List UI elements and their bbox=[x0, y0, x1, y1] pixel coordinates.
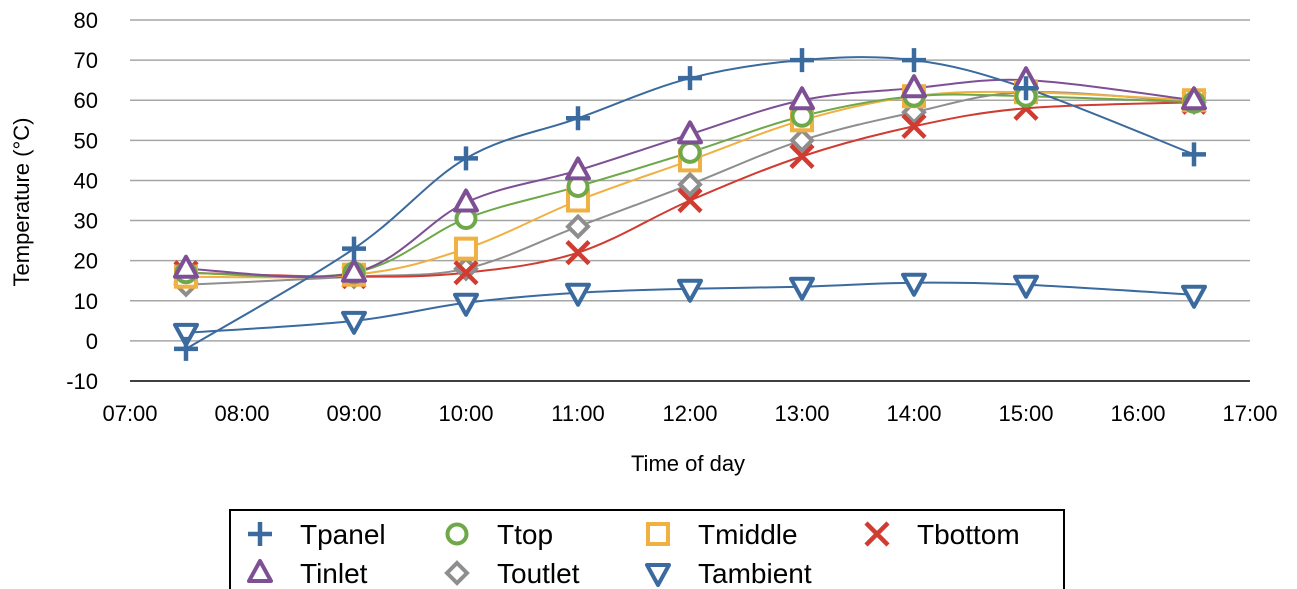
series-markers-tpanel bbox=[174, 48, 1206, 361]
x-tick-label: 17:00 bbox=[1222, 401, 1277, 426]
legend-label-toutlet: Toutlet bbox=[497, 558, 580, 589]
legend-item-tinlet: Tinlet bbox=[247, 558, 368, 589]
legend-marker-toutlet bbox=[444, 560, 470, 586]
data-point-tpanel bbox=[342, 236, 366, 261]
data-point-tambient bbox=[453, 292, 479, 317]
legend-item-toutlet: Toutlet bbox=[444, 558, 580, 589]
y-tick-label: 30 bbox=[74, 209, 98, 234]
data-point-tpanel bbox=[566, 106, 590, 131]
y-tick-label: 40 bbox=[74, 168, 98, 193]
y-tick-label: 20 bbox=[74, 249, 98, 274]
legend-marker-tinlet bbox=[247, 559, 273, 583]
data-point-tbottom bbox=[901, 113, 927, 139]
data-point-tpanel bbox=[1014, 76, 1038, 101]
data-point-tpanel bbox=[678, 66, 702, 91]
data-point-tambient bbox=[677, 278, 703, 303]
legend-label-tambient: Tambient bbox=[698, 558, 812, 589]
y-axis-tick-labels: -10 0 10 20 30 40 50 60 70 80 bbox=[66, 8, 98, 394]
x-tick-label: 11:00 bbox=[551, 401, 604, 426]
data-point-tbottom bbox=[789, 143, 815, 169]
legend-item-tpanel: Tpanel bbox=[248, 519, 386, 550]
legend-item-tambient: Tambient bbox=[645, 558, 812, 589]
data-point-tbottom bbox=[677, 187, 703, 214]
data-point-toutlet bbox=[565, 213, 591, 240]
legend-item-tbottom: Tbottom bbox=[864, 519, 1020, 550]
x-tick-label: 10:00 bbox=[438, 401, 493, 426]
data-point-tbottom bbox=[453, 260, 479, 286]
x-tick-label: 15:00 bbox=[998, 401, 1053, 426]
data-point-tmiddle bbox=[454, 236, 478, 261]
series-markers-toutlet bbox=[173, 79, 1207, 298]
plot-area bbox=[173, 48, 1207, 361]
y-tick-label: -10 bbox=[66, 369, 98, 394]
legend: Tpanel Ttop Tmiddle Tbottom Tinlet Toutlet Tam… bbox=[229, 509, 1065, 589]
data-point-tbottom bbox=[565, 240, 591, 266]
data-point-tambient bbox=[173, 322, 199, 347]
data-point-tinlet bbox=[173, 254, 199, 279]
y-tick-label: 50 bbox=[74, 128, 98, 153]
legend-marker-tmiddle bbox=[646, 522, 670, 546]
x-tick-label: 12:00 bbox=[662, 401, 717, 426]
y-tick-label: 0 bbox=[86, 329, 98, 354]
data-point-ttop bbox=[678, 140, 702, 164]
data-point-tinlet bbox=[341, 258, 367, 283]
legend-label-tpanel: Tpanel bbox=[300, 519, 386, 550]
data-point-tinlet bbox=[565, 156, 591, 181]
data-point-tinlet bbox=[901, 74, 927, 99]
x-tick-label: 09:00 bbox=[326, 401, 381, 426]
data-point-tambient bbox=[1013, 274, 1039, 299]
legend-marker-ttop bbox=[445, 522, 469, 546]
series-markers-tambient bbox=[173, 272, 1207, 347]
legend-marker-tambient bbox=[645, 563, 671, 587]
x-axis-title: Time of day bbox=[631, 451, 745, 476]
x-tick-label: 13:00 bbox=[774, 401, 829, 426]
legend-item-ttop: Ttop bbox=[445, 519, 553, 550]
data-point-tambient bbox=[789, 276, 815, 301]
legend-label-tbottom: Tbottom bbox=[917, 519, 1020, 550]
x-axis-tick-labels: 07:00 08:00 09:00 10:00 11:00 12:00 13:00 14:00… bbox=[102, 401, 1277, 426]
y-tick-label: 70 bbox=[74, 48, 98, 73]
y-tick-label: 80 bbox=[74, 8, 98, 33]
data-point-tambient bbox=[901, 272, 927, 297]
data-point-tambient bbox=[565, 282, 591, 307]
data-point-toutlet bbox=[677, 171, 703, 198]
x-tick-label: 14:00 bbox=[886, 401, 941, 426]
data-point-tinlet bbox=[1181, 86, 1207, 111]
legend-label-tmiddle: Tmiddle bbox=[698, 519, 798, 550]
data-point-tpanel bbox=[790, 48, 814, 73]
data-point-toutlet bbox=[789, 127, 815, 154]
data-point-tpanel bbox=[1182, 142, 1206, 167]
x-tick-label: 16:00 bbox=[1110, 401, 1165, 426]
y-tick-label: 60 bbox=[74, 88, 98, 113]
legend-label-ttop: Ttop bbox=[497, 519, 553, 550]
legend-item-tmiddle: Tmiddle bbox=[646, 519, 798, 550]
y-axis-title: Temperature (°C) bbox=[9, 118, 34, 287]
x-tick-label: 08:00 bbox=[214, 401, 269, 426]
data-point-tambient bbox=[1181, 284, 1207, 309]
legend-marker-tbottom bbox=[864, 521, 890, 547]
data-point-tinlet bbox=[677, 120, 703, 145]
data-point-tambient bbox=[341, 310, 367, 335]
x-tick-label: 07:00 bbox=[102, 401, 157, 426]
data-point-tpanel bbox=[902, 48, 926, 73]
legend-label-tinlet: Tinlet bbox=[300, 558, 368, 589]
data-point-tpanel bbox=[174, 336, 198, 361]
legend-marker-tpanel bbox=[248, 522, 272, 546]
data-point-tinlet bbox=[789, 86, 815, 111]
data-point-tinlet bbox=[453, 188, 479, 213]
y-tick-label: 10 bbox=[74, 289, 98, 314]
data-point-tpanel bbox=[454, 146, 478, 171]
